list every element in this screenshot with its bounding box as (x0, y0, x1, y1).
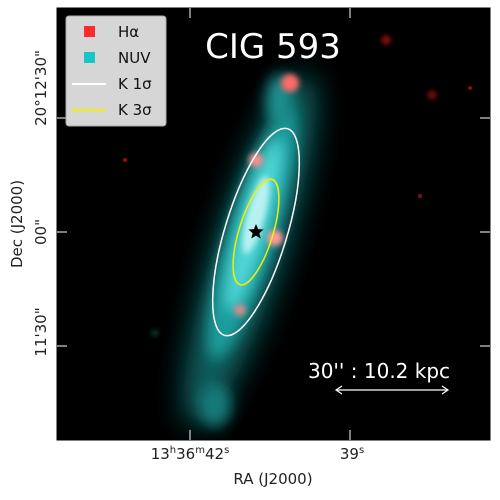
scale-bar-left-arrow-icon (334, 385, 343, 395)
image-panel (57, 8, 490, 440)
legend-label-halpha: Hα (118, 23, 139, 41)
x-tick-label-0: 13h36m42s (151, 445, 230, 463)
legend-label-nuv: NUV (118, 49, 151, 67)
scale-bar: 30'' : 10.2 kpc (308, 359, 450, 395)
figure-title: CIG 593 (205, 27, 341, 67)
k-1sigma-contour (211, 127, 301, 337)
legend-marker-nuv (84, 52, 95, 63)
scale-bar-right-arrow-icon (441, 385, 450, 395)
legend-label-k3sigma: K 3σ (118, 101, 152, 119)
legend-item-nuv: NUV (84, 49, 151, 67)
legend-label-k1sigma: K 1σ (118, 75, 152, 93)
legend-item-k1sigma: K 1σ (72, 75, 152, 93)
y-tick-label-1: 00" (32, 219, 50, 245)
y-tick-label-0: 20°12'30" (32, 50, 50, 126)
y-tick-label-2: 11'30" (32, 307, 50, 356)
y-axis-label: Dec (J2000) (8, 180, 26, 268)
legend-marker-halpha (84, 26, 95, 37)
tick-marks (57, 8, 490, 440)
scale-bar-label: 30'' : 10.2 kpc (308, 359, 450, 383)
legend-item-k3sigma: K 3σ (72, 101, 152, 119)
legend: Hα NUV K 1σ K 3σ (65, 15, 167, 127)
legend-item-halpha: Hα (84, 23, 139, 41)
x-axis-label: RA (J2000) (233, 470, 312, 488)
legend-box (65, 15, 167, 127)
plot-frame (56, 7, 491, 441)
galaxy-center-star-icon (248, 224, 264, 239)
nuv-emission (183, 73, 317, 427)
x-tick-label-1: 39s (340, 445, 364, 463)
k-3sigma-contour (232, 178, 280, 286)
